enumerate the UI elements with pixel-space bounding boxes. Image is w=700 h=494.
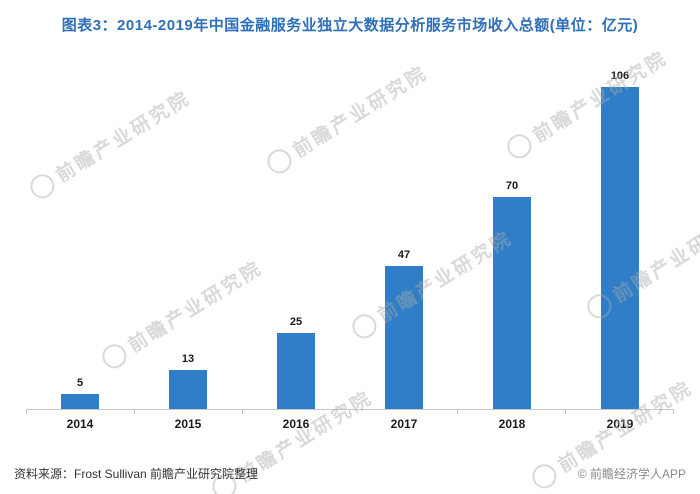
x-label-2019: 2019 [606,417,634,431]
credit-note: © 前瞻经济学人APP [577,467,686,481]
bar-2017 [385,266,423,409]
bar-2015 [169,369,207,409]
chart-title: 图表3：2014-2019年中国金融服务业独立大数据分析服务市场收入总额(单位：… [61,17,639,34]
data-source-note: 资料来源：Frost Sullivan 前瞻产业研究院整理 [14,467,259,481]
bar-group-2016: 25 [242,69,350,409]
x-label-2014: 2014 [66,417,94,431]
x-label-2017: 2017 [390,417,418,431]
x-axis-ticks [26,410,674,414]
bar-value-label: 106 [610,70,630,83]
bar-value-label: 13 [181,352,195,365]
bar-2019 [601,87,639,409]
bar-chart: 5 13 25 47 70 106 [0,69,700,431]
bar-group-2018: 70 [458,69,566,409]
x-axis-labels: 2014 2015 2016 2017 2018 2019 [26,417,674,431]
bar-value-label: 25 [289,316,303,329]
bar-2018 [493,196,531,409]
bar-group-2019: 106 [566,69,674,409]
bar-group-2014: 5 [26,69,134,409]
bar-value-label: 70 [505,179,519,192]
x-label-2016: 2016 [282,417,310,431]
bar-value-label: 47 [397,249,411,262]
bar-group-2015: 13 [134,69,242,409]
plot-area: 5 13 25 47 70 106 [26,69,674,410]
bar-value-label: 5 [76,376,84,389]
x-label-2018: 2018 [498,417,526,431]
bar-group-2017: 47 [350,69,458,409]
bar-2014 [61,393,99,409]
bar-2016 [277,333,315,409]
x-label-2015: 2015 [174,417,202,431]
chart-footer: 资料来源：Frost Sullivan 前瞻产业研究院整理 © 前瞻经济学人AP… [14,465,686,482]
